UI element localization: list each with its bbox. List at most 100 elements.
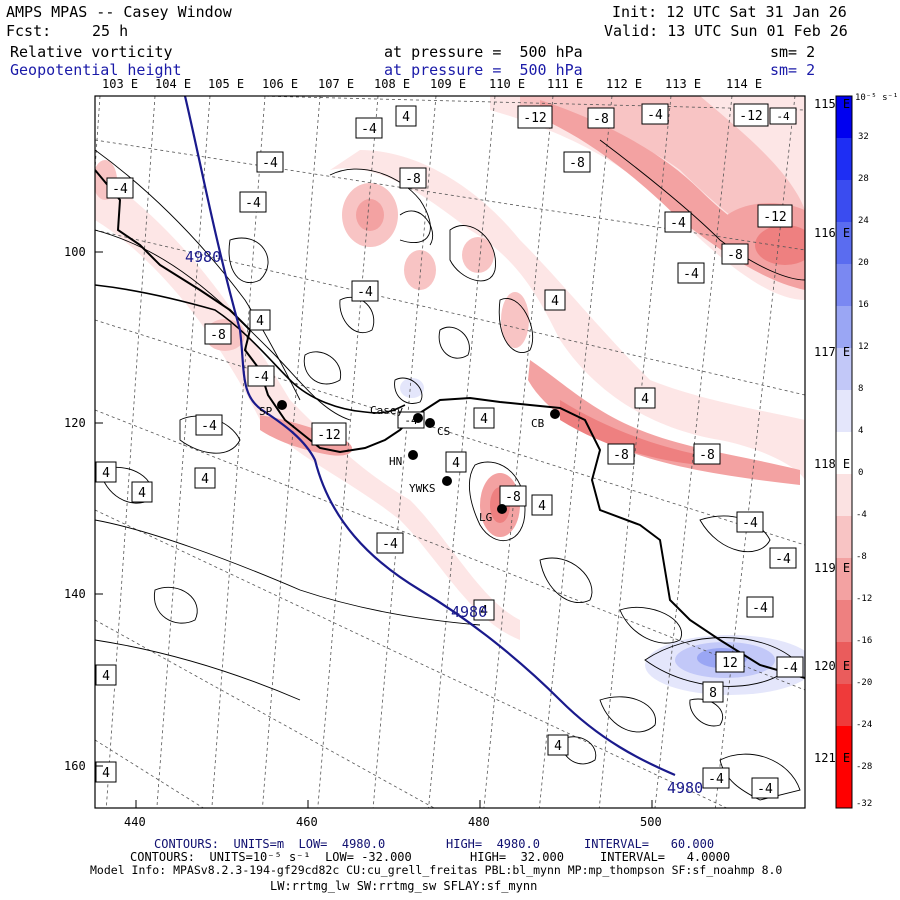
contour-label: -4 [736, 511, 764, 533]
svg-text:-8: -8 [210, 328, 226, 343]
colorbar-swatch [836, 684, 852, 726]
lon-label-top: 104 E [155, 77, 192, 91]
contour-label: -4 [355, 117, 383, 139]
lon-label-top: 105 E [208, 77, 245, 91]
y-tick-label: 120 [64, 416, 86, 430]
contour-label: -4 [769, 547, 797, 569]
vorticity-contour-interval: INTERVAL= 4.0000 [600, 850, 731, 864]
svg-text:-8: -8 [405, 172, 421, 187]
init-time: Init: 12 UTC Sat 31 Jan 26 [612, 3, 847, 21]
vorticity-contour-info: CONTOURS: UNITS=10⁻⁵ s⁻¹ LOW= -32.000 [130, 850, 412, 864]
height-contour-interval: INTERVAL= 60.000 [584, 837, 715, 851]
colorbar-tick: 12 [858, 342, 869, 352]
colorbar-tick: -24 [856, 720, 873, 730]
colorbar-swatch [836, 138, 852, 180]
svg-text:4: 4 [138, 486, 146, 501]
colorbar-swatch [836, 180, 852, 222]
station-label: HN [389, 455, 402, 468]
svg-text:4: 4 [102, 766, 110, 781]
axis-ticks [95, 251, 653, 808]
contour-label: -4 [776, 656, 804, 678]
y-tick-label: 140 [64, 587, 86, 601]
field1-pressure: at pressure = 500 hPa [384, 43, 583, 61]
station-label: CS [437, 425, 450, 438]
contour-label: -8 [399, 167, 427, 189]
svg-text:8: 8 [709, 686, 717, 701]
colorbar-tick: -28 [856, 762, 873, 772]
contour-label: -4 [641, 103, 669, 125]
height-contour-4980 [183, 96, 676, 777]
svg-text:4: 4 [102, 669, 110, 684]
lon-label-right: 117 E [814, 345, 851, 359]
svg-text:-4: -4 [647, 108, 663, 123]
svg-text:-4: -4 [245, 196, 261, 211]
lon-label-top: 114 E [726, 77, 763, 91]
height-contour-info: CONTOURS: UNITS=m LOW= 4980.0 [154, 837, 386, 851]
colorbar-swatch [836, 348, 852, 390]
contour-label: -4 [247, 365, 275, 387]
contour-label: -12 [757, 204, 793, 228]
colorbar-tick: 20 [858, 258, 869, 268]
station-marker [550, 409, 560, 419]
latlon-grid [95, 96, 805, 808]
contour-label: -4 [239, 191, 267, 213]
svg-text:-4: -4 [253, 370, 269, 385]
field2-smoothing: sm= 2 [770, 61, 816, 79]
lon-label-top: 106 E [262, 77, 299, 91]
colorbar-tick: -16 [856, 636, 873, 646]
contour-label: 4 [445, 451, 467, 473]
station-label: SP [259, 405, 273, 418]
field2-pressure: at pressure = 500 hPa [384, 61, 583, 79]
contour-label: -4 [664, 211, 692, 233]
contour-label: 4 [95, 664, 117, 686]
colorbar-swatch [836, 264, 852, 306]
colorbar-tick: 8 [858, 384, 864, 394]
field2-name: Geopotential height [10, 61, 182, 79]
colorbar-tick: 4 [858, 426, 864, 436]
svg-text:4: 4 [201, 472, 209, 487]
colorbar-tick: -12 [856, 594, 873, 604]
svg-text:-4: -4 [775, 552, 791, 567]
colorbar-swatch [836, 726, 852, 808]
svg-text:4: 4 [551, 294, 559, 309]
height-contour-high: HIGH= 4980.0 [446, 837, 540, 851]
colorbar-tick: 16 [858, 300, 869, 310]
svg-text:4: 4 [554, 739, 562, 754]
colorbar-swatch [836, 432, 852, 474]
svg-text:-12: -12 [317, 428, 340, 443]
station-label: LG [479, 511, 492, 524]
contour-label: 4 [547, 734, 569, 756]
station-label: YWKS [409, 482, 436, 495]
lon-label-right: 116 E [814, 226, 851, 240]
forecast-hour: 25 h [92, 22, 129, 40]
contour-label: -12 [733, 103, 769, 127]
lon-label-right: 121 E [814, 751, 851, 765]
contour-label: -4 [746, 596, 774, 618]
contour-label: -8 [693, 443, 721, 465]
svg-text:-4: -4 [361, 122, 377, 137]
svg-text:-8: -8 [727, 248, 743, 263]
colorbar-unit: 10⁻⁵ s⁻¹ [855, 93, 899, 103]
svg-text:-4: -4 [757, 782, 773, 797]
lon-label-right: 120 E [814, 659, 851, 673]
station-marker [413, 413, 423, 423]
svg-text:-4: -4 [742, 516, 758, 531]
contour-label: -8 [587, 107, 615, 129]
svg-text:-8: -8 [699, 448, 715, 463]
colorbar-swatch [836, 390, 852, 432]
lon-label-top: 109 E [430, 77, 467, 91]
svg-text:-4: -4 [112, 182, 128, 197]
svg-text:4: 4 [641, 392, 649, 407]
y-tick-label: 100 [64, 245, 86, 259]
svg-text:4: 4 [452, 456, 460, 471]
contour-label: 8 [702, 681, 724, 703]
svg-text:4: 4 [480, 604, 488, 619]
colorbar-swatch [836, 222, 852, 264]
contour-label: -4 [702, 767, 730, 789]
contour-label: -4 [376, 532, 404, 554]
contour-label: -12 [517, 105, 553, 129]
svg-text:-12: -12 [523, 111, 546, 126]
height-label: 4980 [667, 779, 703, 797]
colorbar-swatch [836, 600, 852, 642]
lon-label-top: 108 E [374, 77, 411, 91]
